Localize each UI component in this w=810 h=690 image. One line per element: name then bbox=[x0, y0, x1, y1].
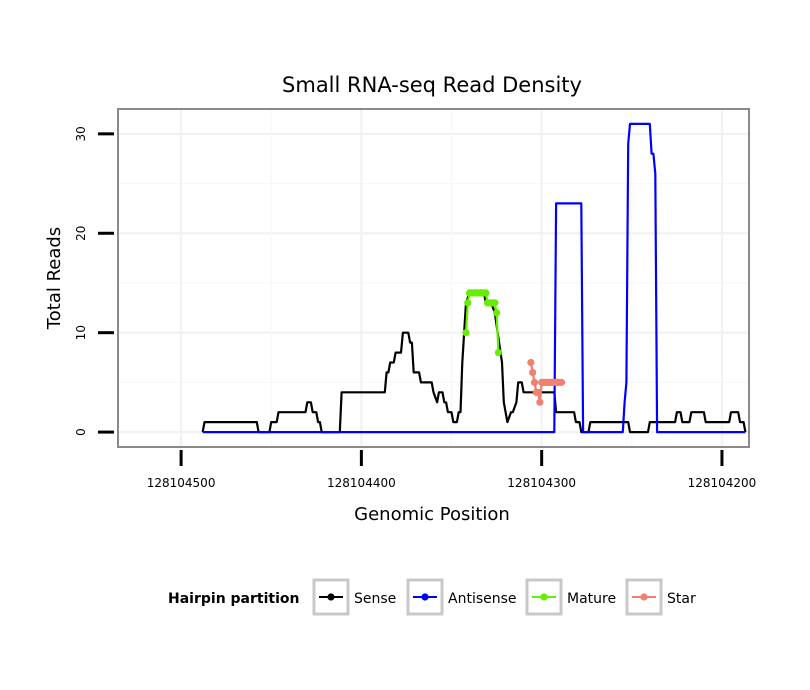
series-point-mature bbox=[462, 329, 470, 337]
x-tick-label: 128104200 bbox=[688, 476, 757, 490]
chart-title: Small RNA-seq Read Density bbox=[282, 73, 582, 97]
legend-item-antisense: Antisense bbox=[406, 578, 517, 616]
y-tick-label: 20 bbox=[74, 226, 88, 241]
series-point-star bbox=[527, 358, 535, 367]
legend-label: Star bbox=[667, 591, 696, 607]
legend-key-point bbox=[640, 593, 648, 601]
y-axis-title: Total Reads bbox=[44, 227, 65, 330]
x-tick-label: 128104300 bbox=[507, 476, 576, 490]
legend: Hairpin partition Sense Antisense Mature St… bbox=[168, 578, 696, 616]
legend-item-star: Star bbox=[625, 578, 696, 616]
y-axis: 0 10 20 30 bbox=[74, 126, 114, 436]
legend-key-point bbox=[421, 593, 429, 601]
y-tick-label: 10 bbox=[74, 325, 88, 340]
x-tick-label: 128104400 bbox=[327, 476, 396, 490]
legend-label: Mature bbox=[567, 591, 616, 607]
legend-item-sense: Sense bbox=[312, 578, 396, 616]
plot-border bbox=[117, 108, 750, 448]
series-point-mature bbox=[482, 289, 490, 297]
x-tick-label: 128104500 bbox=[147, 476, 216, 490]
legend-items: Sense Antisense Mature Star bbox=[312, 578, 696, 616]
series-point-star bbox=[534, 388, 542, 396]
series-point-star bbox=[529, 368, 537, 377]
series-point-star bbox=[530, 378, 539, 386]
series-point-star bbox=[536, 398, 544, 406]
legend-item-mature: Mature bbox=[525, 578, 616, 616]
x-axis: 128104500 128104400 128104300 128104200 bbox=[147, 450, 757, 490]
legend-key-point bbox=[327, 593, 335, 601]
legend-label: Sense bbox=[354, 591, 396, 607]
legend-title: Hairpin partition bbox=[168, 591, 299, 607]
series-point-mature bbox=[494, 348, 503, 357]
legend-key-point bbox=[540, 593, 548, 601]
y-tick-label: 0 bbox=[74, 428, 88, 436]
y-tick-label: 30 bbox=[74, 126, 88, 141]
series-point-mature bbox=[491, 299, 499, 307]
x-axis-title: Genomic Position bbox=[354, 504, 510, 525]
series-layer bbox=[201, 122, 747, 434]
series-point-mature bbox=[464, 299, 472, 307]
legend-label: Antisense bbox=[448, 591, 517, 607]
series-line-antisense bbox=[202, 122, 746, 434]
series-point-mature bbox=[493, 309, 501, 317]
series-point-star bbox=[557, 378, 566, 386]
